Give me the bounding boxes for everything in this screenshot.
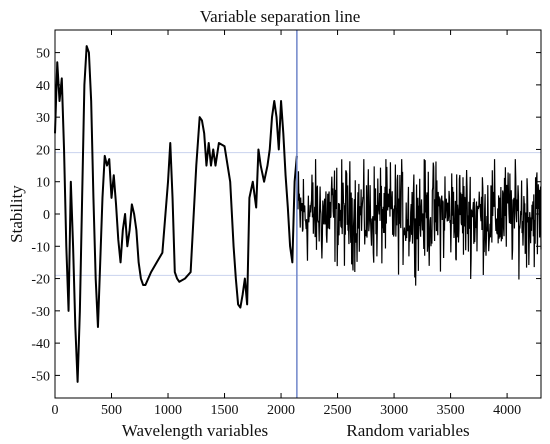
y-tick-label--50: -50 bbox=[31, 369, 50, 384]
x-tick-label-0: 0 bbox=[52, 403, 59, 418]
wavelength-line-group bbox=[54, 45, 298, 383]
x-tick-label-3000: 3000 bbox=[380, 403, 408, 418]
random-line-group bbox=[297, 159, 542, 286]
y-tick-label-50: 50 bbox=[36, 47, 50, 62]
y-tick-label-40: 40 bbox=[36, 79, 50, 94]
x-tick-label-1000: 1000 bbox=[154, 403, 182, 418]
y-tick-label-20: 20 bbox=[36, 143, 50, 158]
x-tick-label-2000: 2000 bbox=[267, 403, 295, 418]
y-axis-label: Stability bbox=[7, 185, 26, 243]
y-tick-label-30: 30 bbox=[36, 111, 50, 126]
wavelength-series-line bbox=[54, 45, 298, 383]
y-tick-label--30: -30 bbox=[31, 305, 50, 320]
random-label: Random variables bbox=[346, 421, 469, 440]
wavelength-label: Wavelength variables bbox=[122, 421, 268, 440]
axis-ticks: 0 500 1000 1500 2000 2500 3000 3500 4000-50-40-3… bbox=[31, 30, 541, 418]
y-tick-label-0: 0 bbox=[43, 208, 50, 223]
plot-background bbox=[55, 30, 541, 398]
x-tick-label-500: 500 bbox=[101, 403, 122, 418]
y-tick-label-10: 10 bbox=[36, 176, 50, 191]
separation-label: Variable separation line bbox=[200, 7, 361, 26]
x-tick-label-4000: 4000 bbox=[493, 403, 521, 418]
y-tick-label--10: -10 bbox=[31, 240, 50, 255]
threshold-lines bbox=[55, 152, 541, 276]
x-tick-label-2500: 2500 bbox=[324, 403, 352, 418]
y-tick-label--20: -20 bbox=[31, 273, 50, 288]
x-tick-label-1500: 1500 bbox=[211, 403, 239, 418]
y-tick-label--40: -40 bbox=[31, 337, 50, 352]
random-series-line bbox=[297, 159, 542, 286]
x-tick-label-3500: 3500 bbox=[437, 403, 465, 418]
